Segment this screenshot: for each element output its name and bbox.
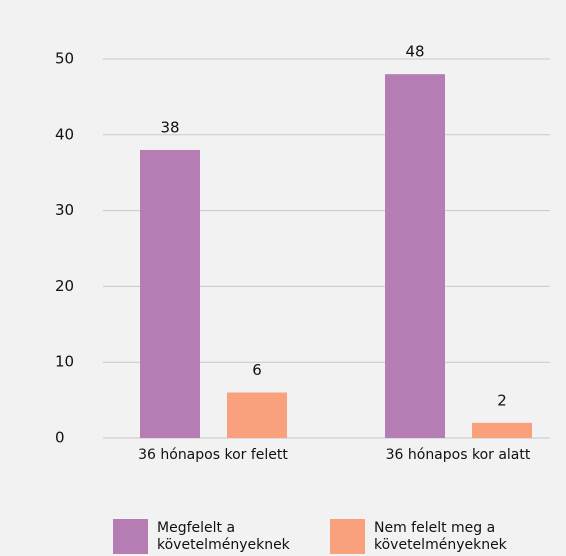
y-tick-label: 50 bbox=[55, 50, 74, 68]
data-label: 6 bbox=[252, 361, 262, 379]
bar bbox=[140, 149, 200, 438]
y-tick-label: 40 bbox=[55, 125, 74, 143]
legend-swatch bbox=[113, 519, 148, 554]
data-label: 38 bbox=[160, 118, 179, 136]
legend-swatch bbox=[330, 519, 365, 554]
bar bbox=[472, 422, 532, 438]
legend-label: Nem felelt meg a követelményeknek bbox=[374, 520, 507, 553]
x-tick-label: 36 hónapos kor felett bbox=[138, 447, 288, 463]
y-tick-label: 20 bbox=[55, 277, 74, 295]
y-tick-label: 10 bbox=[55, 353, 74, 371]
y-tick-label: 0 bbox=[55, 429, 65, 447]
bar bbox=[385, 74, 445, 438]
legend-label: Megfelelt a követelményeknek bbox=[157, 520, 290, 553]
bar bbox=[227, 392, 287, 438]
y-tick-label: 30 bbox=[55, 201, 74, 219]
data-label: 48 bbox=[405, 43, 424, 61]
data-label: 2 bbox=[497, 391, 507, 409]
x-tick-label: 36 hónapos kor alatt bbox=[385, 447, 531, 463]
